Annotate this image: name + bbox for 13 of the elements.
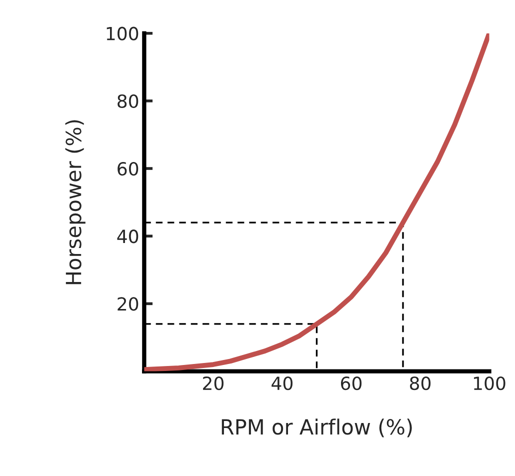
line-series [144,33,490,372]
y-tick-label: 60 [118,162,138,176]
x-tick-label: 100 [474,376,506,390]
y-tick-label: 40 [117,230,138,244]
x-tick-label: 60 [341,376,362,390]
x-tick-label: 80 [410,376,431,390]
x-axis-title: RPM or Airflow (%) [222,418,412,438]
y-tick-label: 80 [118,94,138,108]
x-tick-label: 40 [272,376,293,390]
x-tick-label: 20 [203,376,224,390]
y-tick-label: 100 [106,26,138,40]
y-tick-label: 20 [118,297,138,311]
y-axis-title: Horsepower (%) [65,120,86,284]
